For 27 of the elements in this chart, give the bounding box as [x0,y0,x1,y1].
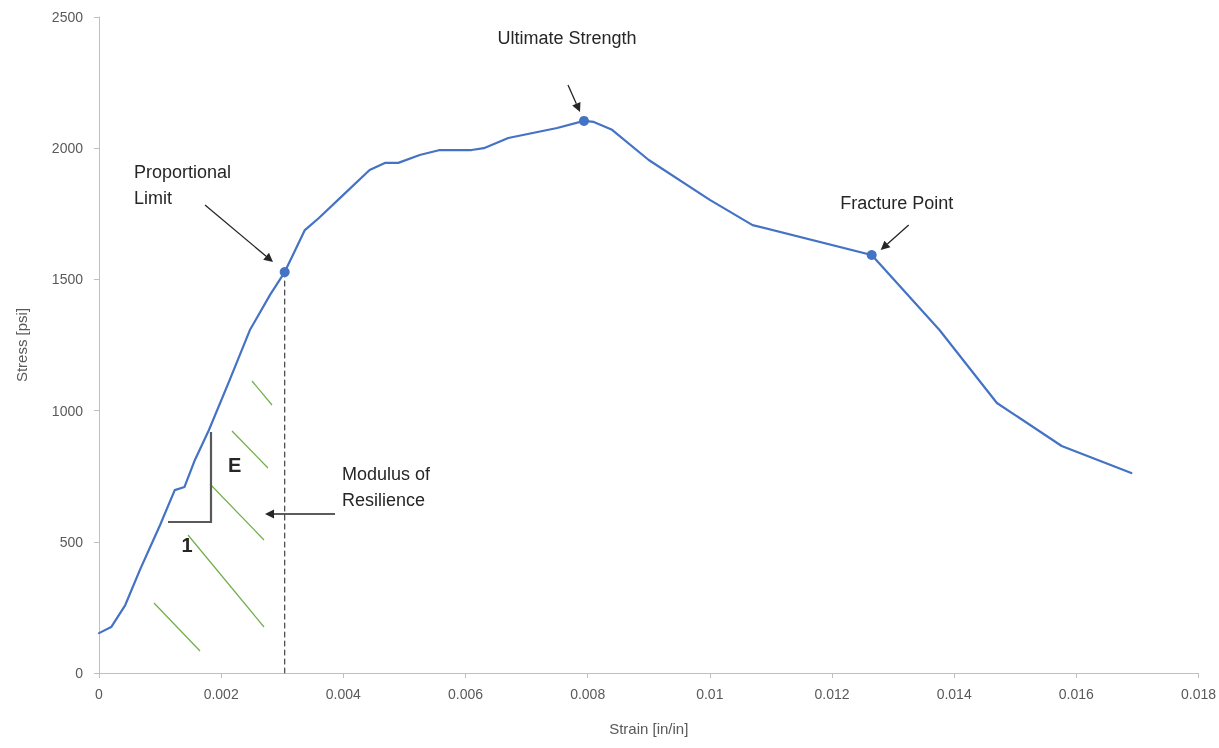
point [866,250,877,260]
point [279,267,290,278]
x-tick-label: 0.01 [696,686,724,702]
y-tick-label: 2000 [51,140,84,157]
x-tick-label: 0.008 [570,686,606,702]
x-tick-label: 0.002 [203,686,239,702]
x-tick-label: 0.014 [936,686,972,702]
x-tick-label: 0.018 [1180,686,1217,702]
y-tick-label: 0 [75,665,84,681]
annotation: Modulus of Resilience [342,464,436,510]
annotation: Fracture Point [840,193,954,213]
annotation: Ultimate Strength [497,28,637,48]
x-tick-label: 0 [95,686,104,702]
x-tick-label: 0.016 [1058,686,1095,702]
y-axis-title: Stress [psi] [13,307,30,383]
x-tick-label: 0.006 [447,686,484,702]
y-tick-label: 2500 [51,9,84,25]
annotation: E [228,454,242,476]
x-tick-label: 0.012 [814,686,850,702]
y-tick-label: 500 [59,533,84,550]
annotation: Proportional Limit [134,162,237,208]
x-tick-label: 0.004 [325,686,362,702]
point [579,115,589,126]
y-tick-label: 1500 [51,271,84,288]
y-tick-label: 1000 [51,402,84,419]
annotation: 1 [181,534,193,556]
x-axis-title: Strain [in/in] [609,720,689,737]
